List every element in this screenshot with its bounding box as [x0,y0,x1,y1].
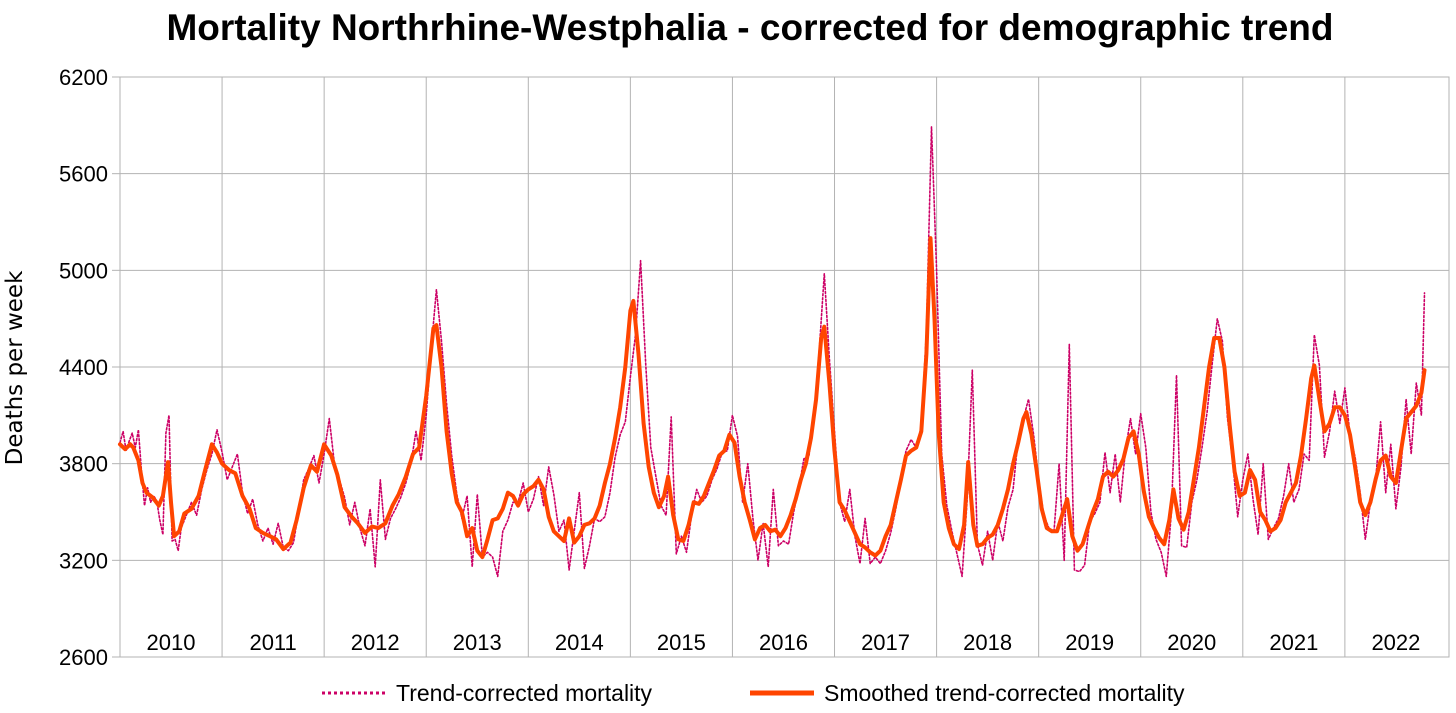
y-tick-label: 3200 [59,548,108,573]
x-tick-label: 2012 [351,630,400,655]
x-tick-label: 2019 [1065,630,1114,655]
x-gridlines [221,77,1346,657]
y-tick-label: 5000 [59,258,108,283]
x-tick-label: 2011 [249,630,296,655]
y-tick-label: 3800 [59,452,108,477]
series-layer [118,126,1427,578]
x-tick-label: 2010 [147,630,196,655]
series-line-trend-corrected [119,126,1426,578]
y-tick-label: 6200 [59,65,108,90]
x-tick-label: 2013 [453,630,502,655]
series-line-smoothed [118,236,1427,560]
legend-label-smoothed: Smoothed trend-corrected mortality [824,680,1185,706]
x-tick-label: 2020 [1167,630,1216,655]
y-tick-label: 2600 [59,645,108,670]
x-tick-label: 2016 [759,630,808,655]
x-tick-label: 2015 [657,630,706,655]
x-tick-labels: 2010 2011 2012 2013 2014 2015 2016 2017 2018 2019… [147,630,1421,655]
chart-title: Mortality Northrhine-Westphalia - correc… [166,7,1333,48]
y-tick-label: 5600 [59,162,108,187]
x-tick-label: 2017 [861,630,910,655]
y-gridlines [112,76,1449,658]
x-tick-label: 2018 [963,630,1012,655]
legend-label-trend-corrected: Trend-corrected mortality [396,680,653,706]
x-tick-label: 2022 [1371,630,1420,655]
y-tick-labels: 2600 3200 3800 4400 5000 5600 6200 [59,65,108,670]
y-tick-label: 4400 [59,355,108,380]
x-tick-label: 2014 [555,630,604,655]
y-axis-label: Deaths per week [2,270,28,465]
x-tick-label: 2021 [1269,630,1318,655]
legend: Trend-corrected mortality Smoothed trend… [322,680,1185,706]
